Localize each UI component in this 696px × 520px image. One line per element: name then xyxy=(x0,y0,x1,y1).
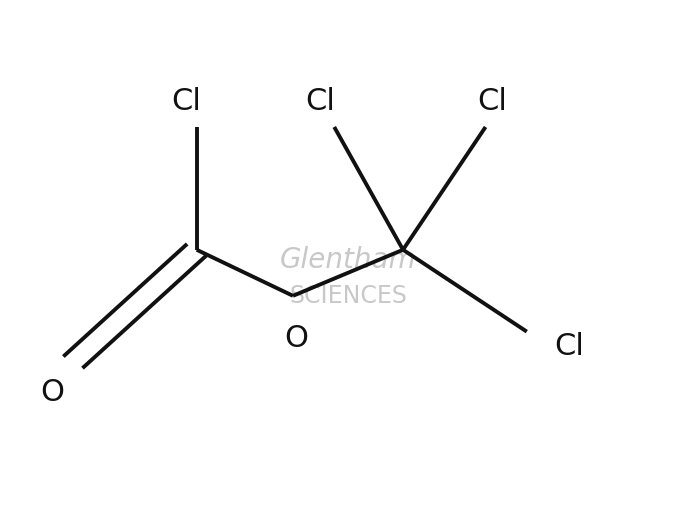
Text: Cl: Cl xyxy=(171,87,201,116)
Text: O: O xyxy=(285,324,308,353)
Text: Cl: Cl xyxy=(306,87,335,116)
Text: Cl: Cl xyxy=(477,87,507,116)
Text: Cl: Cl xyxy=(554,332,584,361)
Text: O: O xyxy=(40,378,64,407)
Text: SCIENCES: SCIENCES xyxy=(289,284,407,308)
Text: Glentham: Glentham xyxy=(280,246,416,274)
